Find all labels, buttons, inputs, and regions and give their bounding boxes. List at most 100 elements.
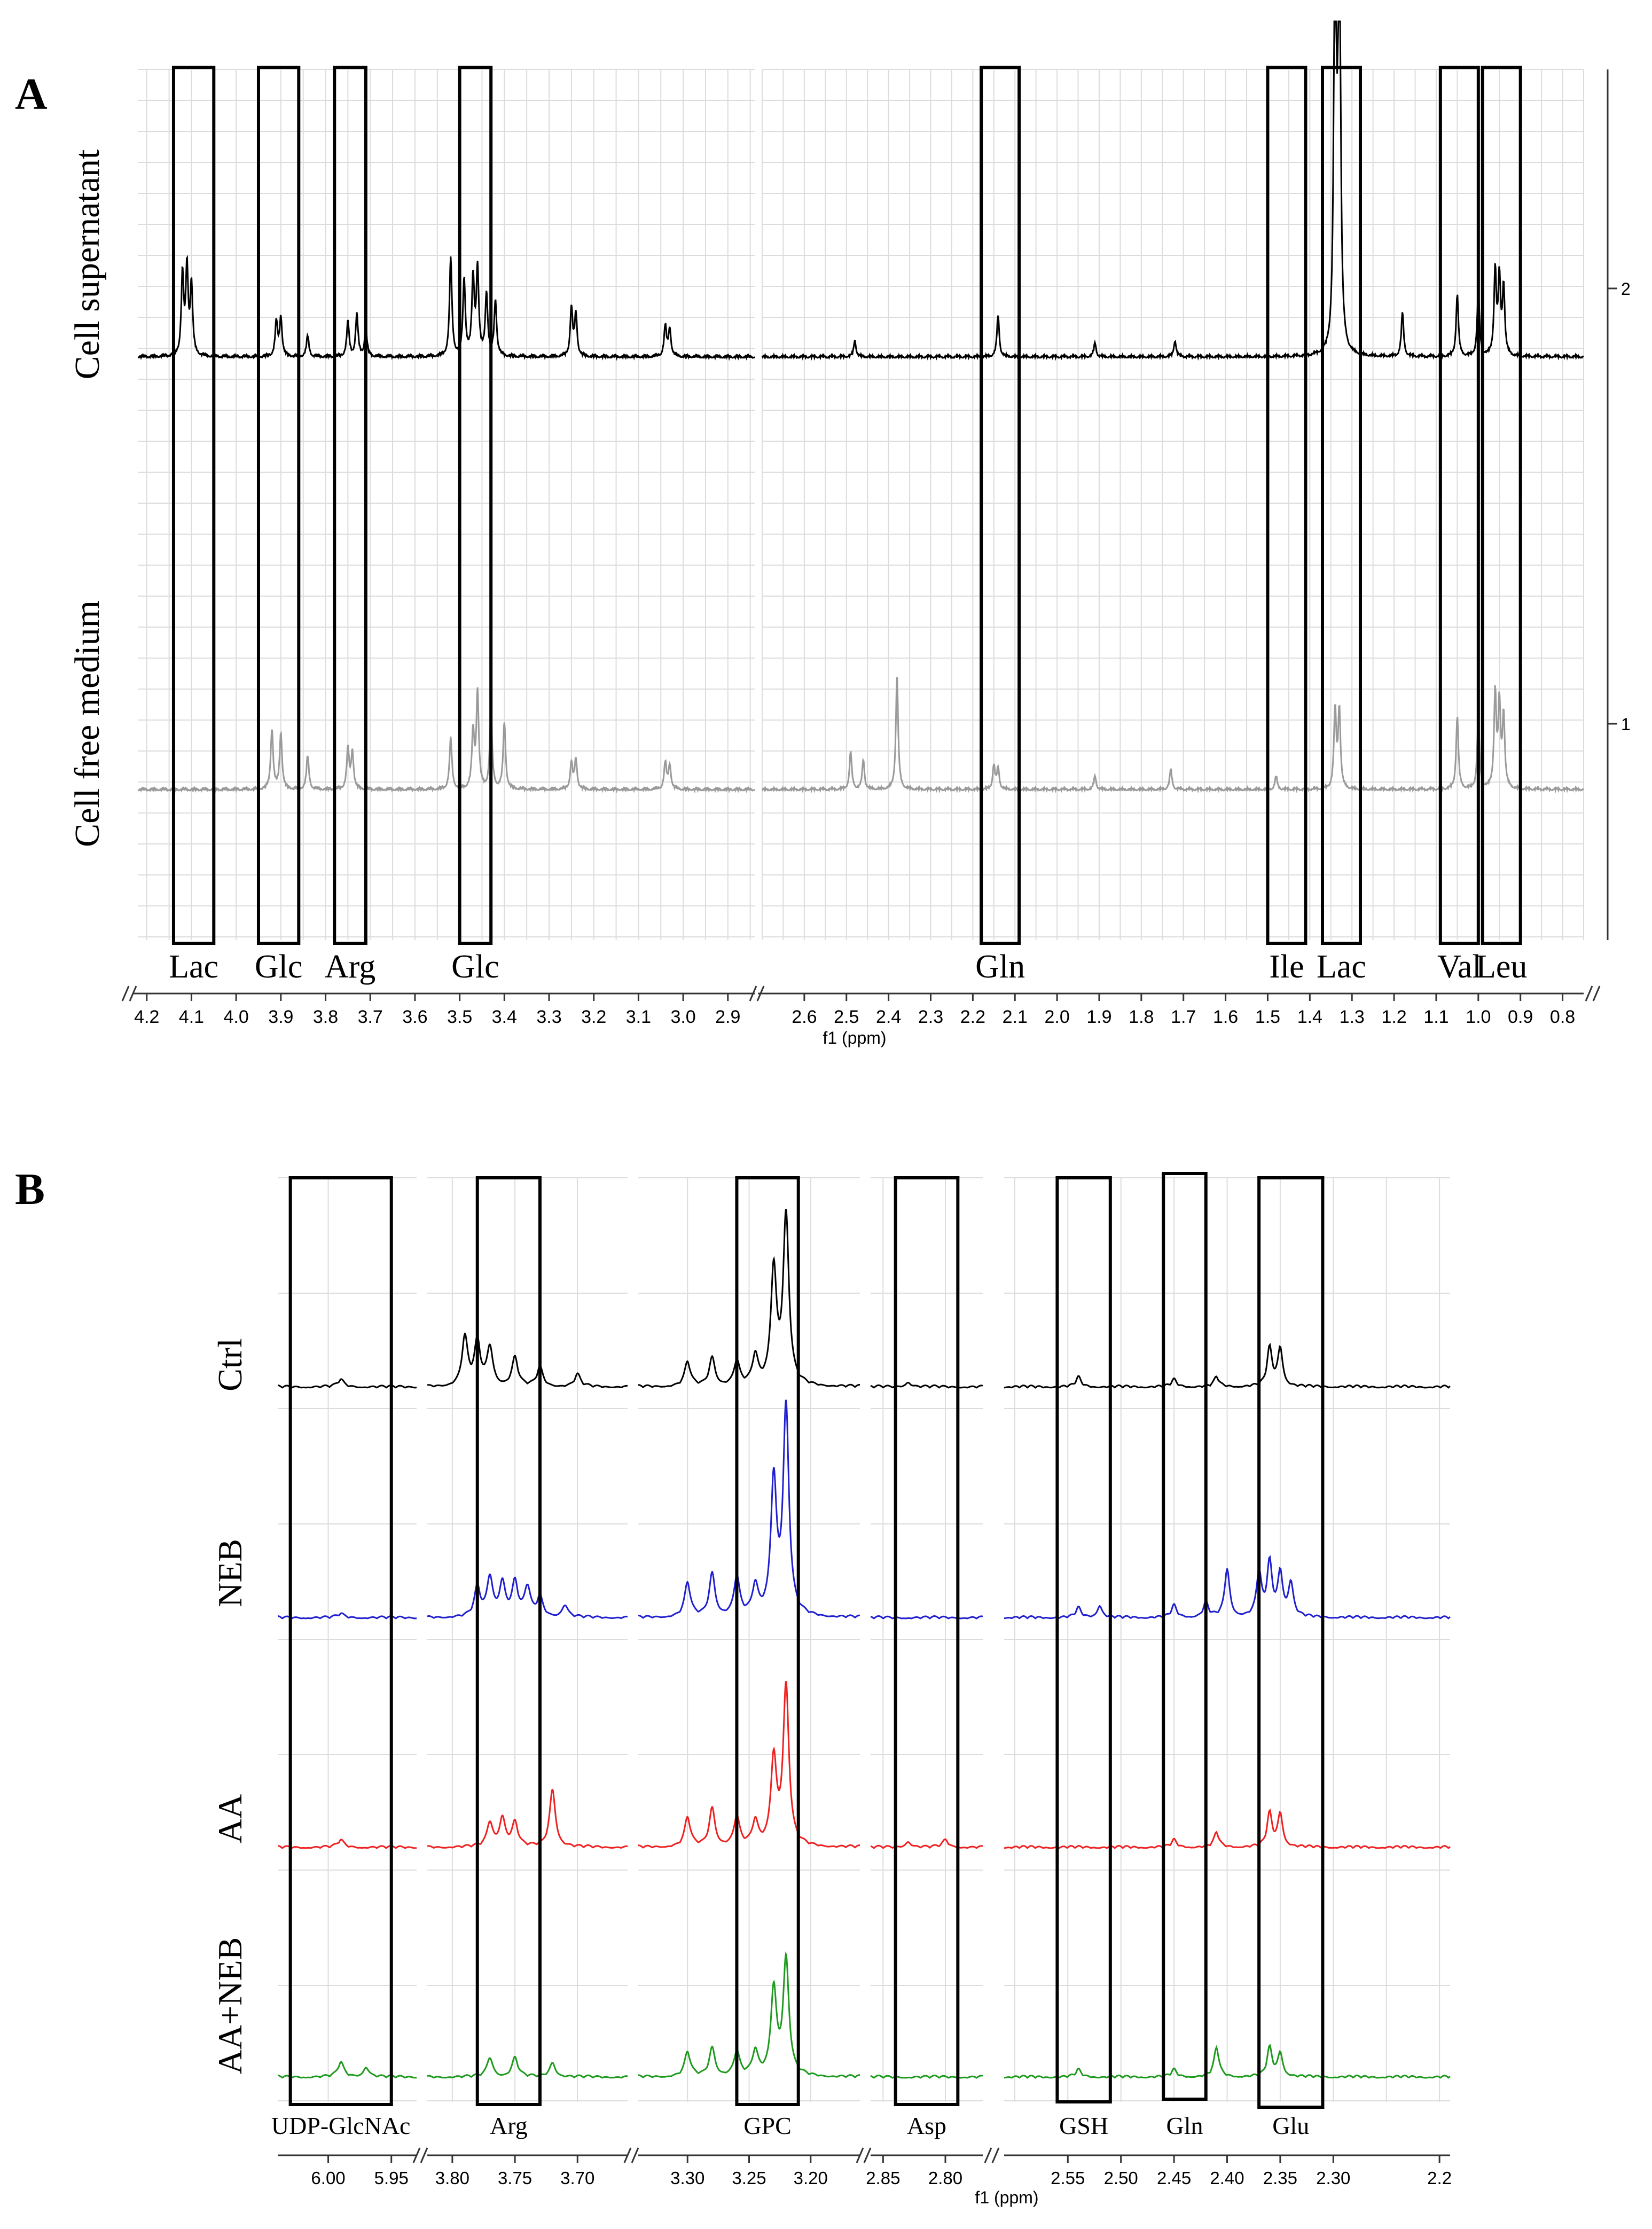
x-tick-label: 3.3 bbox=[536, 1007, 561, 1027]
region-label: Ile bbox=[1269, 949, 1304, 985]
x-tick-label: 1.6 bbox=[1213, 1007, 1238, 1027]
spectrum-neb bbox=[638, 1399, 860, 1619]
x-tick-label: 2.30 bbox=[1316, 2168, 1350, 2188]
region-box bbox=[980, 66, 1021, 945]
right-axis-label: 2 bbox=[1621, 279, 1631, 299]
x-tick-label: 2.50 bbox=[1104, 2168, 1138, 2188]
x-tick-label: 5.95 bbox=[374, 2168, 409, 2188]
spectrum-neb bbox=[1004, 1555, 1451, 1620]
spectrum-aa bbox=[870, 1838, 983, 1849]
spectrum-aa-neb bbox=[638, 1951, 860, 2078]
spectrum-aa bbox=[278, 1839, 417, 1849]
panel-a-letter: A bbox=[15, 69, 48, 119]
panel-a-chart: 2 1 Cell supernatant Cell free medium Lac Glc… bbox=[68, 20, 1631, 1047]
region-label: Arg bbox=[325, 949, 375, 985]
series-label: NEB bbox=[211, 1539, 249, 1607]
x-tick-label: 6.00 bbox=[311, 2168, 345, 2188]
spectrum-ctrl bbox=[1004, 1342, 1451, 1389]
x-tick-label: 3.9 bbox=[268, 1007, 293, 1027]
spectrum-ctrl bbox=[638, 1209, 860, 1388]
x-tick-label: 3.20 bbox=[794, 2168, 828, 2188]
x-tick-label: 1.2 bbox=[1381, 1007, 1406, 1027]
spectrum-aa bbox=[638, 1681, 860, 1849]
axis-break-mark bbox=[121, 986, 137, 1002]
region-label: GSH bbox=[1059, 2112, 1108, 2139]
region-label: Gln bbox=[1166, 2112, 1203, 2139]
x-tick-label: 1.5 bbox=[1255, 1007, 1280, 1027]
region-box bbox=[1162, 1172, 1208, 2101]
region-box bbox=[1481, 66, 1522, 945]
region-box bbox=[288, 1176, 393, 2106]
spectrum-aa-neb bbox=[870, 2075, 983, 2079]
region-box bbox=[894, 1176, 960, 2106]
axis-break-mark bbox=[984, 2147, 1000, 2163]
region-label: Lac bbox=[1317, 949, 1366, 985]
x-tick-label: 3.2 bbox=[581, 1007, 606, 1027]
region-box bbox=[333, 66, 367, 945]
right-axis-label: 1 bbox=[1621, 715, 1631, 734]
spectrum-aa bbox=[1004, 1808, 1451, 1849]
x-axis-title: f1 (ppm) bbox=[975, 2188, 1038, 2207]
x-tick-label: 4.1 bbox=[179, 1007, 204, 1027]
x-tick-label: 2.45 bbox=[1157, 2168, 1191, 2188]
x-tick-label: 1.9 bbox=[1086, 1007, 1111, 1027]
x-tick-label: 1.7 bbox=[1171, 1007, 1196, 1027]
x-tick-label: 1.8 bbox=[1129, 1007, 1154, 1027]
panel-a-grid bbox=[138, 69, 1584, 940]
x-tick-label: 2.4 bbox=[876, 1007, 901, 1027]
region-box bbox=[1266, 66, 1307, 945]
spectrum-ctrl bbox=[278, 1378, 417, 1389]
panel-b-chart: Ctrl NEB AA AA+NEB UDP-GlcNAc Arg GPC Asp GSH Gln… bbox=[211, 1172, 1452, 2207]
region-box bbox=[171, 66, 216, 945]
x-tick-label: 2.85 bbox=[866, 2168, 900, 2188]
x-tick-label: 2.40 bbox=[1210, 2168, 1244, 2188]
region-label: Arg bbox=[490, 2112, 528, 2139]
region-label: Gln bbox=[975, 949, 1025, 985]
region-label: Glc bbox=[255, 949, 303, 985]
series-label: AA+NEB bbox=[211, 1937, 249, 2075]
x-tick-label: 3.5 bbox=[447, 1007, 472, 1027]
region-label: Val bbox=[1437, 949, 1482, 985]
region-label: Asp bbox=[907, 2112, 946, 2139]
spectrum-ctrl bbox=[427, 1332, 628, 1389]
region-label: Lac bbox=[169, 949, 218, 985]
x-tick-label: 3.4 bbox=[492, 1007, 517, 1027]
x-tick-label: 2.55 bbox=[1051, 2168, 1085, 2188]
spectrum-aa-neb bbox=[278, 2061, 417, 2079]
x-tick-label: 3.25 bbox=[732, 2168, 766, 2188]
series-label: Cell supernatant bbox=[68, 150, 107, 380]
region-box bbox=[1257, 1176, 1325, 2109]
x-tick-label: 3.80 bbox=[435, 2168, 469, 2188]
series-label: Cell free medium bbox=[68, 600, 107, 847]
x-axis-title: f1 (ppm) bbox=[823, 1028, 886, 1047]
x-tick-label: 3.75 bbox=[498, 2168, 532, 2188]
panel-b-grid bbox=[278, 1177, 1450, 2102]
spectrum-neb bbox=[427, 1573, 628, 1620]
x-tick-label: 1.3 bbox=[1340, 1007, 1365, 1027]
series-label: Ctrl bbox=[211, 1338, 249, 1391]
x-tick-label: 3.30 bbox=[670, 2168, 704, 2188]
region-box bbox=[735, 1176, 800, 2106]
region-box bbox=[1438, 66, 1480, 945]
region-label: Leu bbox=[1476, 949, 1527, 985]
spectrum-neb bbox=[870, 1615, 983, 1620]
x-tick-label: 1.1 bbox=[1423, 1007, 1449, 1027]
spectrum-aa-neb bbox=[1004, 2044, 1451, 2079]
x-tick-label: 2.0 bbox=[1044, 1007, 1069, 1027]
axis-break-mark bbox=[623, 2147, 639, 2163]
spectrum-cell-supernatant bbox=[137, 255, 756, 361]
region-label: Glc bbox=[451, 949, 499, 985]
x-tick-label: 2.3 bbox=[918, 1007, 943, 1027]
region-box bbox=[256, 66, 301, 945]
x-tick-label: 2.2 bbox=[1427, 2168, 1452, 2188]
x-tick-label: 0.8 bbox=[1550, 1007, 1575, 1027]
region-label: GPC bbox=[743, 2112, 791, 2139]
axis-break-mark bbox=[749, 986, 765, 1002]
axis-break-mark bbox=[1585, 986, 1601, 1002]
x-tick-label: 4.0 bbox=[223, 1007, 248, 1027]
x-tick-label: 2.5 bbox=[834, 1007, 859, 1027]
spectrum-neb bbox=[278, 1612, 417, 1620]
region-box bbox=[475, 1176, 542, 2106]
x-tick-label: 1.0 bbox=[1466, 1007, 1491, 1027]
